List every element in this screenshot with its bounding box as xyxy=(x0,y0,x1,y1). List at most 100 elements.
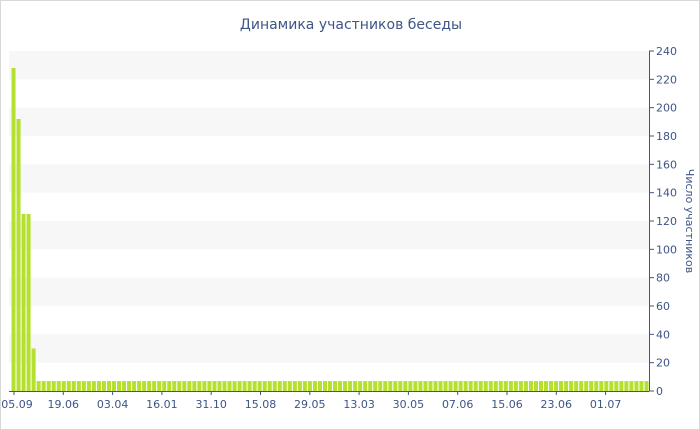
bar xyxy=(91,381,96,391)
bar xyxy=(493,381,498,391)
x-tick-label: 05.09 xyxy=(1,398,33,411)
bar xyxy=(614,381,619,391)
bar xyxy=(132,381,137,391)
bar xyxy=(162,381,167,391)
bar-series xyxy=(11,68,649,391)
bar xyxy=(458,381,463,391)
bar xyxy=(639,381,644,391)
bar xyxy=(403,381,408,391)
bar xyxy=(528,381,533,391)
x-tick-label: 31.10 xyxy=(195,398,227,411)
y-tick-label: 40 xyxy=(656,328,670,341)
x-tick-label: 13.03 xyxy=(343,398,375,411)
bar xyxy=(398,381,403,391)
x-tick-label: 03.04 xyxy=(97,398,129,411)
grid-band xyxy=(9,107,649,136)
bar xyxy=(438,381,443,391)
bar xyxy=(338,381,343,391)
bar xyxy=(147,381,152,391)
bar xyxy=(292,381,297,391)
y-tick-label: 240 xyxy=(656,45,677,58)
bar xyxy=(106,381,111,391)
bar xyxy=(322,381,327,391)
bar xyxy=(242,381,247,391)
y-axis-ticks: 0 20 40 60 80 100 120 140 160 180 200 220 240 xyxy=(649,45,677,398)
bar xyxy=(368,381,373,391)
bar xyxy=(353,381,358,391)
y-tick-label: 200 xyxy=(656,102,677,115)
bar xyxy=(177,381,182,391)
bar xyxy=(483,381,488,391)
bar xyxy=(604,381,609,391)
bar xyxy=(157,381,162,391)
bar xyxy=(488,381,493,391)
bar xyxy=(564,381,569,391)
bar xyxy=(227,381,232,391)
bar xyxy=(51,381,56,391)
bar xyxy=(152,381,157,391)
grid-bands xyxy=(9,51,649,363)
bar xyxy=(428,381,433,391)
x-tick-label: 16.01 xyxy=(146,398,178,411)
bar xyxy=(619,381,624,391)
bar xyxy=(383,381,388,391)
bar xyxy=(393,381,398,391)
bar xyxy=(523,381,528,391)
bar xyxy=(443,381,448,391)
bar xyxy=(453,381,458,391)
bar xyxy=(11,68,16,391)
grid-band xyxy=(9,221,649,250)
x-tick-label: 15.08 xyxy=(245,398,277,411)
bar xyxy=(358,381,363,391)
bar xyxy=(46,381,51,391)
bar xyxy=(41,381,46,391)
bar xyxy=(247,381,252,391)
bar xyxy=(142,381,147,391)
x-tick-label: 15.06 xyxy=(491,398,523,411)
bar xyxy=(192,381,197,391)
bar xyxy=(423,381,428,391)
bar xyxy=(122,381,127,391)
bar xyxy=(56,381,61,391)
x-tick-label: 30.05 xyxy=(393,398,425,411)
bar xyxy=(418,381,423,391)
x-axis-ticks: 05.09 19.06 03.04 16.01 31.10 15.08 29.05 13.03… xyxy=(1,391,621,411)
bar xyxy=(373,381,378,391)
x-tick-label: 19.06 xyxy=(48,398,80,411)
bar xyxy=(202,381,207,391)
bar xyxy=(21,213,26,391)
y-tick-label: 120 xyxy=(656,215,677,228)
y-tick-label: 0 xyxy=(656,385,663,398)
bar xyxy=(333,381,338,391)
bar xyxy=(297,381,302,391)
bar xyxy=(348,381,353,391)
x-tick-label: 01.07 xyxy=(590,398,622,411)
bar xyxy=(559,381,564,391)
y-tick-label: 140 xyxy=(656,187,677,200)
chart-title: Динамика участников беседы xyxy=(240,17,462,33)
bar xyxy=(81,381,86,391)
bar xyxy=(584,381,589,391)
bar xyxy=(117,381,122,391)
y-tick-label: 60 xyxy=(656,300,670,313)
bar xyxy=(71,381,76,391)
bar xyxy=(463,381,468,391)
bar xyxy=(172,381,177,391)
bar xyxy=(473,381,478,391)
x-tick-label: 07.06 xyxy=(442,398,474,411)
bar xyxy=(549,381,554,391)
bar xyxy=(594,381,599,391)
grid-band xyxy=(9,277,649,306)
bar xyxy=(277,381,282,391)
bar xyxy=(307,381,312,391)
bar xyxy=(538,381,543,391)
bar xyxy=(262,381,267,391)
bar xyxy=(237,381,242,391)
bar xyxy=(127,381,132,391)
bar xyxy=(468,381,473,391)
bar xyxy=(363,381,368,391)
y-tick-label: 20 xyxy=(656,357,670,370)
bar xyxy=(574,381,579,391)
bar xyxy=(433,381,438,391)
